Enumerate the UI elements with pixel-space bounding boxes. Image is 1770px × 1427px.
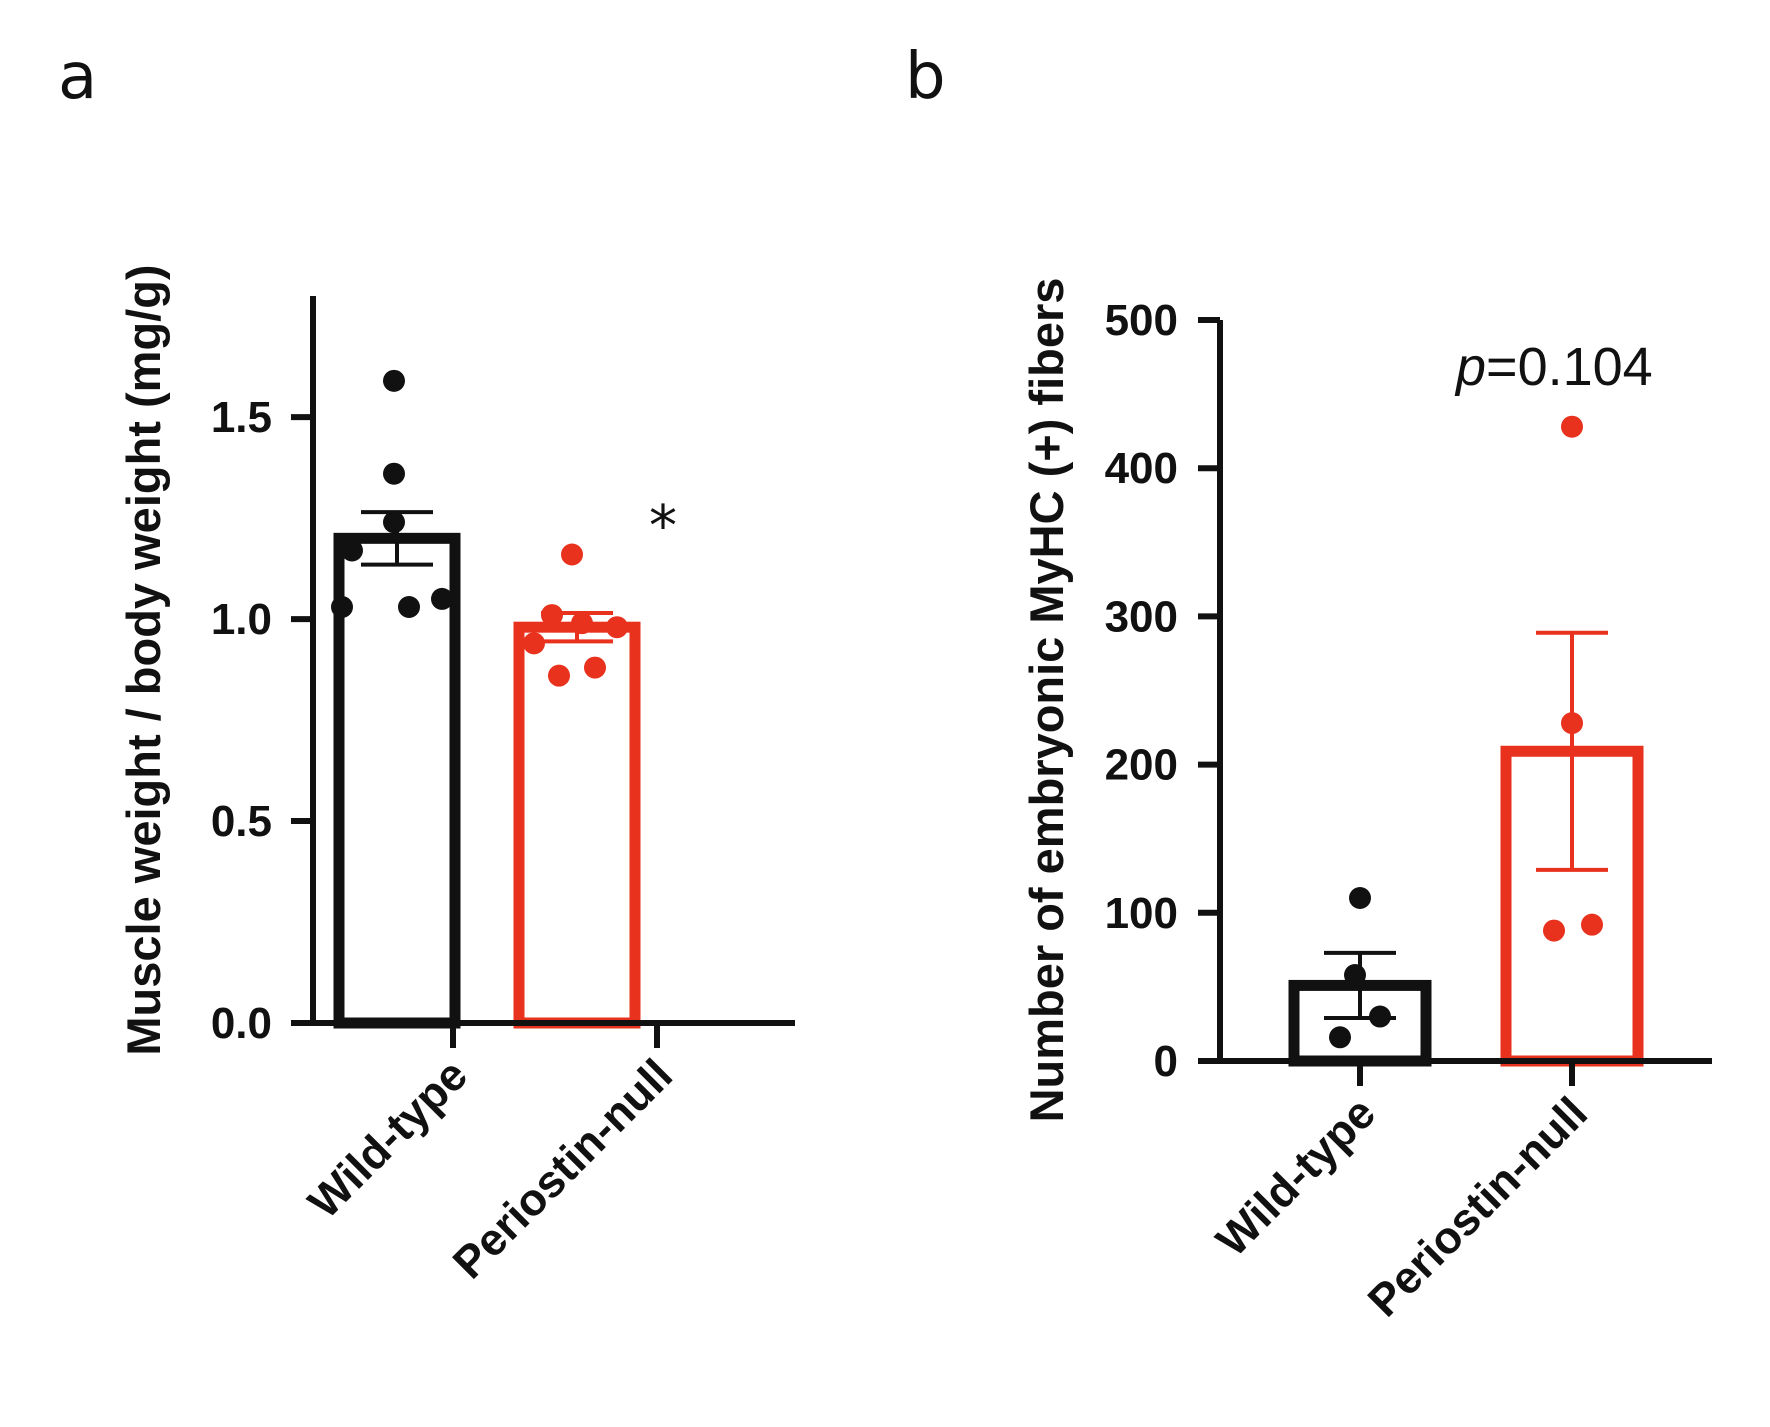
y-ticks-b: 0 100 200 300 400 500: [1105, 296, 1220, 1086]
p-symbol: p: [1454, 337, 1486, 397]
y-axis-title-b: Number of embryonic MyHC (+) fibers: [1020, 278, 1073, 1123]
data-point-a-0-0: [383, 369, 405, 392]
data-point-a-1-0: [561, 543, 583, 566]
data-point-a-0-1: [383, 462, 405, 485]
data-point-a-0-5: [398, 595, 420, 618]
data-point-a-1-2: [571, 612, 593, 635]
bar-a-0: [333, 532, 461, 1029]
p-value-annotation: p=0.104: [1454, 337, 1653, 397]
y-tick-label-a-3: 1.5: [211, 393, 272, 442]
data-point-a-1-5: [584, 656, 606, 679]
y-tick-label-b-0: 0: [1154, 1037, 1178, 1086]
data-point-b-0-1: [1344, 964, 1366, 987]
data-point-a-1-6: [548, 664, 570, 687]
y-ticks-a: 0.0 0.5 1.0 1.5: [211, 393, 313, 1048]
data-point-a-0-3: [341, 539, 363, 562]
y-tick-label-b-3: 300: [1105, 592, 1178, 641]
significance-star-a: *: [649, 494, 677, 559]
error-bars-b: [1324, 630, 1608, 1021]
bar-a-1: [513, 621, 641, 1029]
error-bars-a: [361, 510, 613, 644]
data-point-a-0-4: [331, 595, 353, 618]
data-point-b-0-0: [1349, 886, 1371, 909]
y-tick-label-b-1: 100: [1105, 889, 1178, 938]
y-tick-label-b-4: 400: [1105, 444, 1178, 493]
data-point-b-1-0: [1561, 415, 1583, 438]
bars-a: [333, 532, 641, 1029]
data-point-a-1-4: [523, 632, 545, 655]
y-tick-label-a-1: 0.5: [211, 797, 272, 846]
p-value: =0.104: [1486, 337, 1653, 397]
data-point-a-1-1: [541, 604, 563, 627]
category-label-b-wild-type: Wild-type: [1206, 1087, 1385, 1266]
y-tick-label-a-2: 1.0: [211, 595, 272, 644]
data-point-b-1-3: [1543, 919, 1565, 942]
data-point-b-1-2: [1581, 913, 1603, 936]
bars-b: [1288, 745, 1644, 1067]
panel-a: a Muscle weight / body weight (mg/g) 0.0…: [58, 40, 795, 1288]
category-labels-b: Wild-type Periostin-null: [1206, 1061, 1597, 1326]
panel-letter-b: b: [905, 40, 946, 114]
data-point-a-0-6: [431, 587, 453, 610]
category-label-a-periostin-null: Periostin-null: [443, 1049, 682, 1288]
panel-b: b Number of embryonic MyHC (+) fibers 0 1…: [905, 40, 1712, 1326]
data-point-b-0-3: [1329, 1026, 1351, 1049]
y-tick-label-a-0: 0.0: [211, 999, 272, 1048]
category-label-b-periostin-null: Periostin-null: [1358, 1087, 1597, 1326]
y-tick-label-b-2: 200: [1105, 741, 1178, 790]
data-point-a-1-3: [606, 616, 628, 639]
panel-letter-a: a: [58, 40, 97, 114]
data-point-a-0-2: [383, 511, 405, 534]
category-label-a-wild-type: Wild-type: [298, 1049, 477, 1228]
category-labels-a: Wild-type Periostin-null: [298, 1023, 682, 1288]
y-axis-title-a: Muscle weight / body weight (mg/g): [117, 264, 170, 1055]
points-a: [331, 369, 628, 687]
y-tick-label-b-5: 500: [1105, 296, 1178, 345]
